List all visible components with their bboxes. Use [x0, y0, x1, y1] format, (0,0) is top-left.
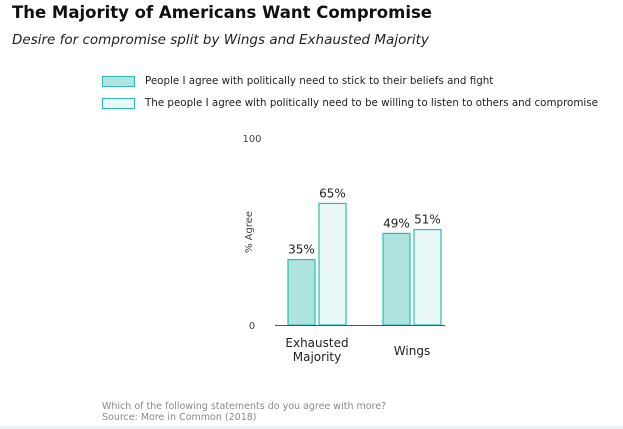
x-tick-label-0-0: Exhausted — [285, 336, 348, 350]
legend: People I agree with politically need to … — [102, 70, 598, 114]
bar-1-1 — [413, 229, 442, 326]
bar-value-label-1-1: 51% — [414, 213, 441, 227]
x-tick-label-0-1: Majority — [293, 350, 341, 364]
bar-value-label-0-1: 65% — [319, 186, 346, 200]
y-axis-label: % Agree — [244, 211, 255, 253]
legend-swatch-compromise — [102, 97, 135, 109]
bottom-strip — [0, 426, 623, 429]
bar-0-0 — [287, 258, 316, 326]
footer-source: Source: More in Common (2018) — [102, 412, 257, 423]
chart-title: The Majority of Americans Want Compromis… — [12, 3, 433, 22]
legend-label-compromise: The people I agree with politically need… — [145, 97, 598, 109]
bar-value-label-1-0: 49% — [383, 216, 410, 230]
bar-1-0 — [382, 232, 411, 326]
chart-footer: Which of the following statements do you… — [102, 401, 386, 423]
y-tick-label-min: 0 — [249, 321, 255, 332]
legend-swatch-stick — [102, 75, 135, 87]
legend-item-compromise: The people I agree with politically need… — [102, 92, 598, 114]
chart-subtitle: Desire for compromise split by Wings and… — [12, 32, 429, 48]
legend-item-stick: People I agree with politically need to … — [102, 70, 598, 92]
x-tick-label-1-0: Wings — [394, 344, 430, 358]
y-tick-label-max: 100 — [242, 134, 261, 145]
footer-question: Which of the following statements do you… — [102, 401, 387, 412]
bar-0-1 — [318, 202, 347, 326]
legend-label-stick: People I agree with politically need to … — [145, 75, 494, 87]
bar-value-label-0-0: 35% — [288, 243, 315, 257]
